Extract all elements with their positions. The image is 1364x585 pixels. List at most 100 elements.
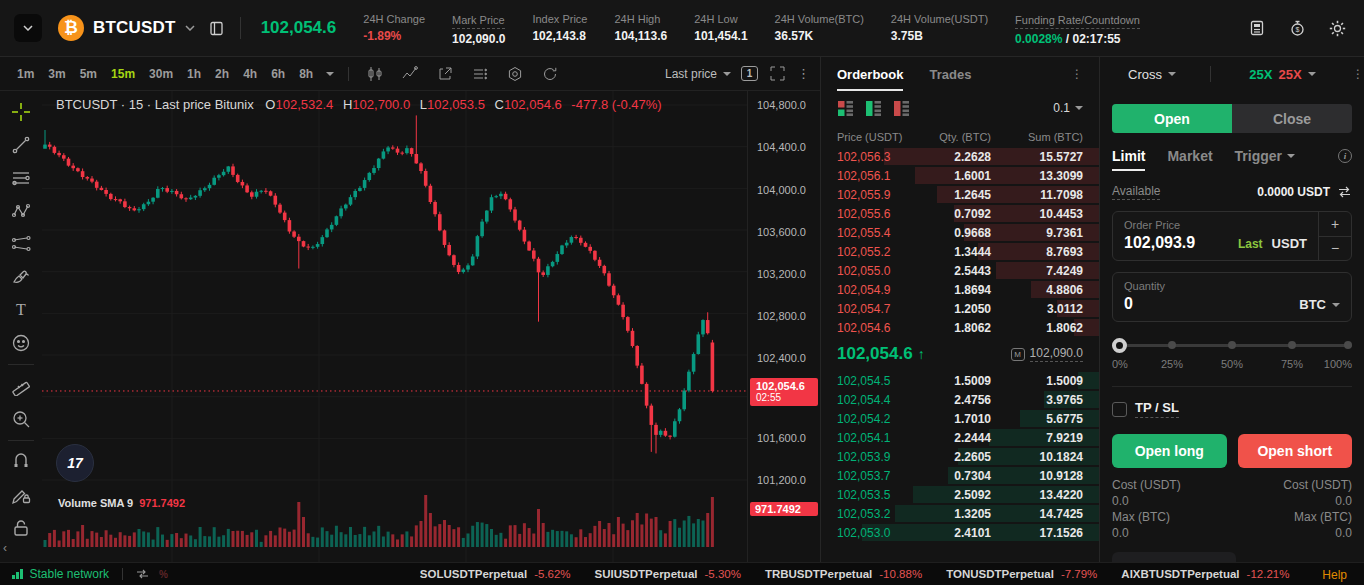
slider-dot-100[interactable]	[1344, 341, 1352, 349]
trendline-tool-icon[interactable]	[9, 133, 33, 157]
chart-settings-list-icon[interactable]	[471, 65, 488, 82]
tpsl-checkbox[interactable]	[1112, 402, 1127, 417]
parallel-lines-tool-icon[interactable]	[9, 166, 33, 190]
ask-row[interactable]: 102,055.91.264511.7098	[821, 185, 1099, 204]
help-link[interactable]: Help	[1308, 564, 1364, 585]
mark-price-flag[interactable]: M102,090.0	[1011, 346, 1083, 362]
close-tab[interactable]: Close	[1232, 104, 1352, 133]
tpsl-label[interactable]: TP / SL	[1135, 400, 1179, 418]
bid-row[interactable]: 102,054.51.50091.5009	[821, 371, 1099, 390]
brush-tool-icon[interactable]	[9, 265, 33, 289]
leverage-select[interactable]: 25X 25X	[1217, 67, 1348, 82]
price-mode-caret[interactable]	[723, 72, 731, 76]
ticker-item[interactable]: SUIUSDTPerpetual-5.30%	[595, 568, 741, 580]
chart-canvas[interactable]	[42, 91, 747, 562]
price-axis[interactable]: 102,054.6 02:55 971.7492 104,800.0104,40…	[747, 91, 820, 562]
slider-label-25[interactable]: 25%	[1161, 358, 1183, 370]
ask-row[interactable]: 102,054.61.80621.8062	[821, 318, 1099, 337]
tradingview-logo[interactable]: 17	[56, 444, 94, 482]
collapse-header-button[interactable]	[14, 14, 42, 42]
ask-row[interactable]: 102,056.32.262815.5727	[821, 147, 1099, 166]
slider-handle[interactable]	[1112, 338, 1127, 353]
timeframe-more-caret[interactable]	[326, 72, 334, 76]
margin-mode-select[interactable]: Cross	[1100, 67, 1204, 82]
use-last-price-button[interactable]: Last	[1238, 237, 1263, 251]
slider-label-0[interactable]: 0%	[1112, 358, 1128, 370]
order-price-box[interactable]: Order Price 102,093.9 Last USDT + −	[1112, 211, 1352, 261]
ask-row[interactable]: 102,054.91.86944.8806	[821, 280, 1099, 299]
timeframe-5m[interactable]: 5m	[80, 67, 97, 81]
xabcd-pattern-tool-icon[interactable]	[9, 199, 33, 223]
zoom-in-tool-icon[interactable]	[9, 407, 33, 431]
timeframe-1h[interactable]: 1h	[187, 67, 201, 81]
bid-row[interactable]: 102,053.92.260510.1824	[821, 447, 1099, 466]
ask-row[interactable]: 102,054.71.20503.0112	[821, 299, 1099, 318]
pair-dropdown-caret[interactable]	[185, 25, 195, 31]
depth-view-bids-icon[interactable]	[865, 100, 882, 117]
candle-style-icon[interactable]	[366, 65, 383, 82]
magnet-tool-icon[interactable]	[9, 450, 33, 474]
ask-row[interactable]: 102,056.11.600113.3099	[821, 166, 1099, 185]
timeframe-6h[interactable]: 6h	[271, 67, 285, 81]
quantity-unit-select[interactable]: BTC	[1299, 297, 1340, 312]
timeframe-4h[interactable]: 4h	[243, 67, 257, 81]
depth-view-both-icon[interactable]	[837, 100, 854, 117]
bid-row[interactable]: 102,053.52.509213.4220	[821, 485, 1099, 504]
depth-view-asks-icon[interactable]	[893, 100, 910, 117]
quantity-input[interactable]: 0	[1124, 295, 1299, 313]
timeframe-15m[interactable]: 15m	[111, 67, 135, 81]
ticker-item[interactable]: TONUSDTPerpetual-7.79%	[946, 568, 1097, 580]
price-increment-button[interactable]: +	[1319, 212, 1351, 237]
crosshair-tool-icon[interactable]	[9, 100, 33, 124]
slider-dot-25[interactable]	[1168, 341, 1176, 349]
ask-row[interactable]: 102,055.21.34448.7693	[821, 242, 1099, 261]
bid-row[interactable]: 102,053.70.730410.9128	[821, 466, 1099, 485]
slider-label-75[interactable]: 75%	[1281, 358, 1303, 370]
open-long-button[interactable]: Open long	[1112, 434, 1227, 468]
tab-orderbook[interactable]: Orderbook	[837, 57, 903, 91]
ask-row[interactable]: 102,055.60.709210.4453	[821, 204, 1099, 223]
measure-tool-icon[interactable]	[9, 374, 33, 398]
timeframe-8h[interactable]: 8h	[299, 67, 313, 81]
ticker-item[interactable]: AIXBTUSDTPerpetual-12.21%	[1121, 568, 1289, 580]
transfer-icon[interactable]	[1337, 186, 1352, 198]
bid-row[interactable]: 102,054.21.70105.6775	[821, 409, 1099, 428]
chart-more-menu-icon[interactable]: ⋮	[797, 66, 810, 81]
chart-gear-icon[interactable]	[506, 65, 523, 82]
timeframe-1m[interactable]: 1m	[17, 67, 34, 81]
open-short-button[interactable]: Open short	[1238, 434, 1353, 468]
lock-all-tool-icon[interactable]	[9, 516, 33, 540]
tab-trigger[interactable]: Trigger	[1235, 148, 1295, 171]
open-tab[interactable]: Open	[1112, 104, 1232, 133]
bid-row[interactable]: 102,053.21.320514.7425	[821, 504, 1099, 523]
contract-details-icon[interactable]	[1248, 19, 1266, 37]
bid-row[interactable]: 102,054.12.24447.9219	[821, 428, 1099, 447]
fullscreen-icon[interactable]	[770, 66, 785, 81]
bid-row[interactable]: 102,053.02.410117.1526	[821, 523, 1099, 542]
quantity-box[interactable]: Quantity 0 BTC	[1112, 272, 1352, 322]
precision-select[interactable]: 0.1	[1053, 101, 1083, 115]
timeframe-3m[interactable]: 3m	[48, 67, 65, 81]
emoji-tool-icon[interactable]	[9, 331, 33, 355]
forecast-tool-icon[interactable]	[9, 232, 33, 256]
orderbook-page-icon[interactable]	[209, 21, 224, 36]
orderbook-menu-icon[interactable]: ⋮	[1071, 67, 1083, 81]
ticker-swap-icon[interactable]	[136, 569, 149, 579]
slider-label-100[interactable]: 100%	[1324, 358, 1352, 370]
settings-gear-icon[interactable]	[1328, 19, 1346, 37]
ticker-item[interactable]: SOLUSDTPerpetual-5.62%	[420, 568, 571, 580]
price-decrement-button[interactable]: −	[1319, 237, 1351, 261]
panel-menu-icon[interactable]: ⋮	[1352, 67, 1364, 81]
ask-row[interactable]: 102,055.40.96689.7361	[821, 223, 1099, 242]
ask-row[interactable]: 102,055.02.54437.4249	[821, 261, 1099, 280]
price-mode-select[interactable]: Last price	[665, 67, 717, 81]
tab-limit[interactable]: Limit	[1112, 148, 1145, 171]
tab-market[interactable]: Market	[1167, 148, 1212, 171]
quantity-slider[interactable]	[1112, 338, 1352, 352]
legend-title[interactable]: BTCUSDT · 15 · Last price Bitunix	[56, 97, 254, 112]
tab-trades[interactable]: Trades	[929, 57, 971, 91]
collapse-tools-arrow[interactable]: ‹	[3, 541, 7, 555]
ticker-item[interactable]: TRBUSDTPerpetual-10.88%	[765, 568, 922, 580]
text-tool-icon[interactable]: T	[9, 298, 33, 322]
draw-lock-tool-icon[interactable]	[9, 483, 33, 507]
